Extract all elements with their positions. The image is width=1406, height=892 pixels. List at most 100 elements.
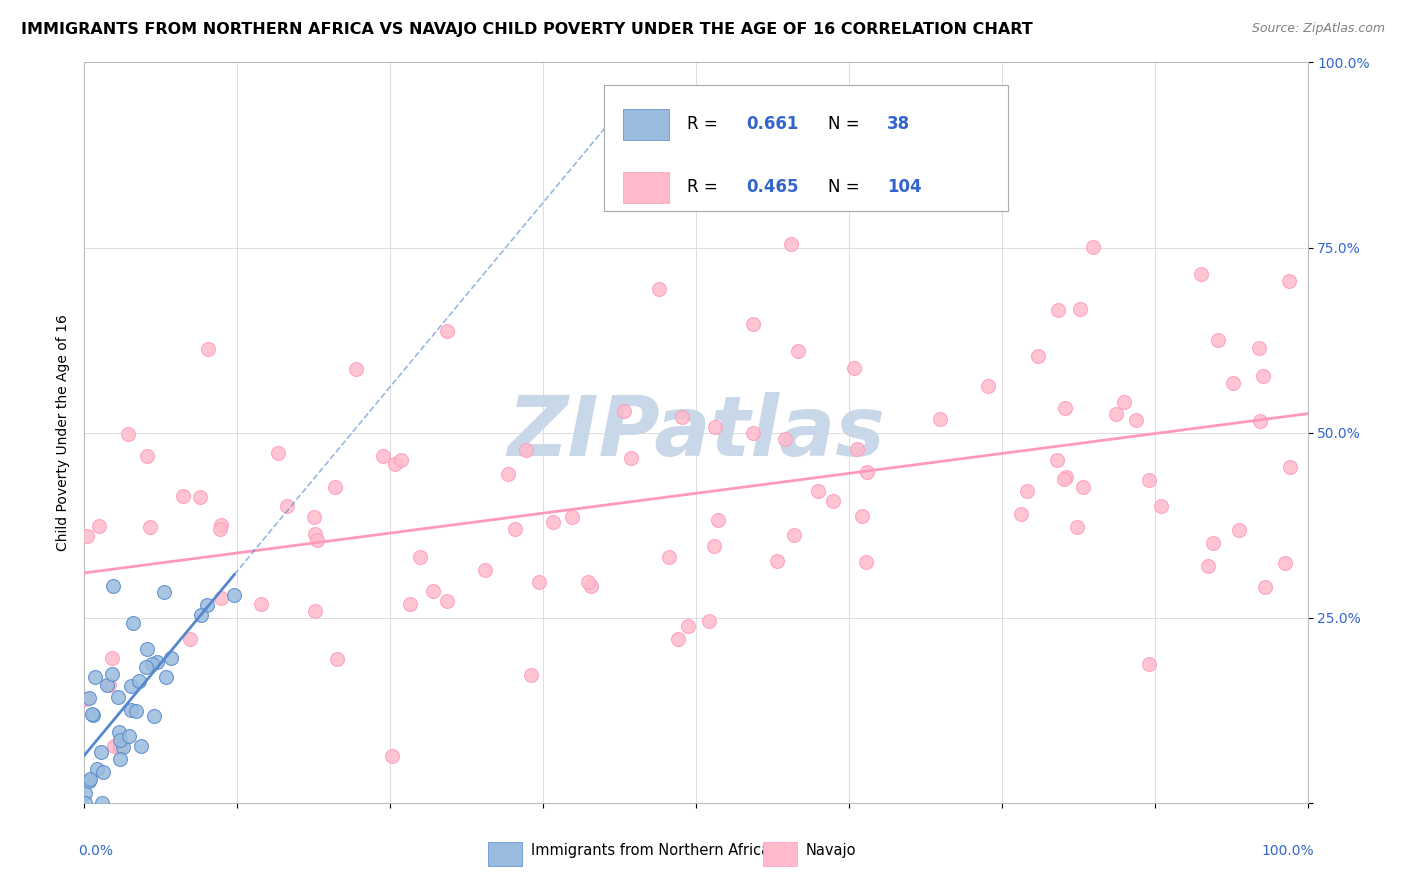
Point xyxy=(224,588,246,602)
Text: Navajo: Navajo xyxy=(806,844,856,858)
Point xyxy=(620,451,643,466)
Point xyxy=(139,520,162,534)
Point xyxy=(103,739,125,753)
Point xyxy=(110,752,132,766)
Point xyxy=(108,740,131,755)
Point xyxy=(741,426,763,441)
Point xyxy=(576,574,599,589)
Point xyxy=(846,442,869,456)
Point xyxy=(77,773,100,788)
Point xyxy=(676,618,699,632)
Point xyxy=(398,597,420,611)
Text: R =: R = xyxy=(688,178,724,196)
Point xyxy=(76,529,98,543)
Point xyxy=(1047,303,1070,318)
Point xyxy=(90,745,112,759)
Point xyxy=(107,690,129,705)
Point xyxy=(1253,368,1275,383)
Text: ZIPatlas: ZIPatlas xyxy=(508,392,884,473)
Point xyxy=(145,655,167,669)
Point xyxy=(741,318,763,332)
Point xyxy=(503,522,526,536)
Point xyxy=(159,651,181,665)
Point xyxy=(408,549,430,564)
Point xyxy=(765,554,787,568)
Point xyxy=(855,555,877,569)
Point xyxy=(422,584,444,599)
Text: 0.465: 0.465 xyxy=(747,178,799,196)
Point xyxy=(101,667,124,681)
Point xyxy=(111,739,134,754)
Point xyxy=(143,709,166,723)
Point xyxy=(851,509,873,524)
Point xyxy=(1202,535,1225,549)
Text: N =: N = xyxy=(828,115,865,133)
Point xyxy=(647,282,669,296)
Point xyxy=(86,762,108,776)
Point xyxy=(1206,334,1229,348)
Point xyxy=(1150,499,1173,513)
Text: N =: N = xyxy=(828,178,865,196)
Point xyxy=(373,450,395,464)
Text: Source: ZipAtlas.com: Source: ZipAtlas.com xyxy=(1251,22,1385,36)
Point xyxy=(436,594,458,608)
Point xyxy=(1197,558,1219,573)
Point xyxy=(1052,472,1074,486)
Point xyxy=(671,410,693,425)
Point xyxy=(1189,267,1212,281)
Point xyxy=(120,679,142,693)
Point xyxy=(82,707,104,722)
Text: 104: 104 xyxy=(887,178,921,196)
Point xyxy=(856,465,879,479)
Point xyxy=(579,579,602,593)
Point xyxy=(190,607,212,622)
Point xyxy=(326,652,349,666)
Point xyxy=(561,510,583,524)
Point xyxy=(1112,395,1135,409)
Point xyxy=(128,673,150,688)
FancyBboxPatch shape xyxy=(623,109,669,140)
Point xyxy=(153,585,176,599)
Point xyxy=(496,467,519,482)
Point xyxy=(1010,507,1032,521)
Point xyxy=(842,361,865,376)
Point xyxy=(96,678,118,692)
Point xyxy=(782,527,804,541)
Point xyxy=(697,614,720,628)
Point xyxy=(209,522,232,536)
Point xyxy=(703,419,725,434)
Point xyxy=(1139,473,1161,487)
Point xyxy=(101,579,124,593)
Point xyxy=(1247,341,1270,355)
Point xyxy=(929,411,952,425)
Point xyxy=(101,651,124,665)
Point xyxy=(209,591,232,605)
Point xyxy=(474,563,496,577)
Point xyxy=(976,378,998,392)
Point xyxy=(75,786,97,800)
Point xyxy=(179,632,201,646)
Y-axis label: Child Poverty Under the Age of 16: Child Poverty Under the Age of 16 xyxy=(56,314,70,551)
Point xyxy=(1137,657,1160,671)
FancyBboxPatch shape xyxy=(605,85,1008,211)
Point xyxy=(821,493,844,508)
Point xyxy=(807,483,830,498)
Point xyxy=(276,500,298,514)
FancyBboxPatch shape xyxy=(488,842,522,866)
Point xyxy=(155,670,177,684)
FancyBboxPatch shape xyxy=(623,172,669,203)
Point xyxy=(1227,523,1250,537)
Point xyxy=(773,433,796,447)
Point xyxy=(381,749,404,764)
Point xyxy=(344,362,367,376)
Point xyxy=(267,446,290,460)
Point xyxy=(1054,470,1077,484)
Point xyxy=(172,489,194,503)
Point xyxy=(188,490,211,504)
Point xyxy=(249,597,271,611)
Point xyxy=(787,343,810,358)
Point xyxy=(302,509,325,524)
Point xyxy=(84,670,107,684)
Text: 0.0%: 0.0% xyxy=(79,844,114,858)
Point xyxy=(1069,301,1091,316)
